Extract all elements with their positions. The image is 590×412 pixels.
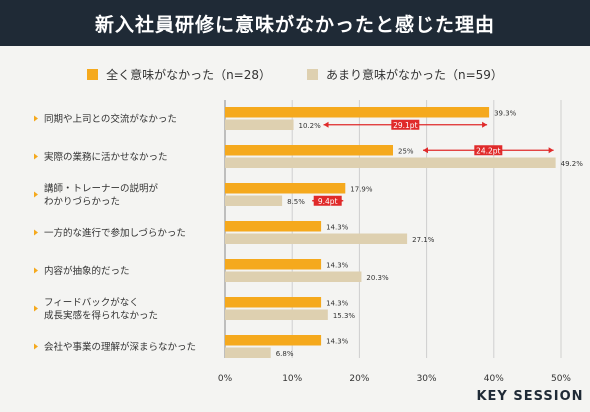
- data-label-series2: 6.8%: [276, 350, 294, 358]
- legend-item-series2: あまり意味がなかった（n=59）: [307, 66, 503, 83]
- data-label-series1: 14.3%: [326, 224, 349, 232]
- data-label-series1: 17.9%: [350, 186, 373, 194]
- difference-arrow-head-left: [323, 121, 329, 128]
- bar-series1: [225, 221, 322, 232]
- chart-title-banner: 新入社員研修に意味がなかったと感じた理由: [0, 0, 590, 46]
- legend-label-series2: あまり意味がなかった（n=59）: [326, 67, 503, 82]
- bar-series1: [225, 297, 322, 308]
- data-label-series1: 14.3%: [326, 338, 349, 346]
- category-label: 同期や上司との交流がなかった: [44, 113, 177, 125]
- chart-title: 新入社員研修に意味がなかったと感じた理由: [94, 13, 495, 36]
- category-label: 会社や事業の理解が深まらなかった: [44, 341, 196, 353]
- category-label: 講師・トレーナーの説明がわかりづらかった: [44, 183, 159, 208]
- x-tick-label: 10%: [282, 374, 302, 384]
- bar-series2: [225, 119, 294, 130]
- legend-label-series1: 全く意味がなかった（n=28）: [106, 67, 271, 82]
- legend: 全く意味がなかった（n=28） あまり意味がなかった（n=59）: [0, 64, 590, 84]
- data-label-series1: 39.3%: [494, 110, 517, 118]
- data-label-series2: 8.5%: [287, 198, 305, 206]
- category-marker: [34, 115, 38, 122]
- difference-badge: [474, 145, 503, 156]
- data-label-series2: 10.2%: [299, 122, 322, 130]
- category-label: 一方的な進行で参加しづらかった: [44, 227, 186, 239]
- category-marker: [34, 229, 38, 236]
- data-label-series2: 49.2%: [561, 160, 584, 168]
- bar-series1: [225, 183, 346, 194]
- difference-badge: [391, 119, 420, 130]
- difference-arrow-head-left: [423, 147, 428, 154]
- bar-series2: [225, 233, 408, 244]
- x-tick-label: 0%: [218, 374, 233, 384]
- data-label-series1: 25%: [398, 148, 414, 156]
- category-marker: [34, 305, 38, 312]
- data-label-series1: 14.3%: [326, 300, 349, 308]
- difference-badge: [313, 195, 342, 206]
- category-marker: [34, 153, 38, 160]
- key-session-logo: KEY SESSION: [474, 384, 586, 410]
- data-label-series1: 14.3%: [326, 262, 349, 270]
- difference-arrow-head-right: [482, 121, 488, 128]
- category-marker: [34, 267, 38, 274]
- legend-swatch-series2: [307, 68, 318, 80]
- x-tick-label: 50%: [551, 374, 571, 384]
- bar-series2: [225, 195, 283, 206]
- bar-series1: [225, 335, 322, 346]
- category-marker: [34, 343, 38, 350]
- data-label-series2: 27.1%: [412, 236, 435, 244]
- bar-series1: [225, 107, 490, 118]
- bar-series1: [225, 145, 393, 156]
- difference-label: 24.2pt: [476, 146, 500, 155]
- legend-item-series1: 全く意味がなかった（n=28）: [87, 66, 271, 83]
- category-marker: [34, 191, 38, 198]
- legend-swatch-series1: [87, 68, 99, 80]
- bar-series2: [225, 347, 271, 358]
- bar-series1: [225, 259, 322, 270]
- x-tick-label: 20%: [349, 374, 369, 384]
- data-label-series2: 20.3%: [366, 274, 389, 282]
- x-tick-label: 30%: [417, 374, 437, 384]
- data-label-series2: 15.3%: [333, 312, 356, 320]
- category-label: 実際の業務に活かせなかった: [44, 151, 168, 163]
- bar-series2: [225, 271, 362, 282]
- x-tick-label: 40%: [484, 374, 504, 384]
- category-label: 内容が抽象的だった: [44, 265, 130, 277]
- difference-label: 29.1pt: [393, 121, 417, 130]
- difference-label: 9.4pt: [318, 197, 338, 206]
- bar-series2: [225, 157, 556, 168]
- bar-series2: [225, 309, 328, 320]
- logo-text: KEY SESSION: [476, 389, 584, 404]
- difference-arrow-head-right: [548, 147, 554, 154]
- category-label: フィードバックがなく成長実感を得られなかった: [44, 297, 158, 322]
